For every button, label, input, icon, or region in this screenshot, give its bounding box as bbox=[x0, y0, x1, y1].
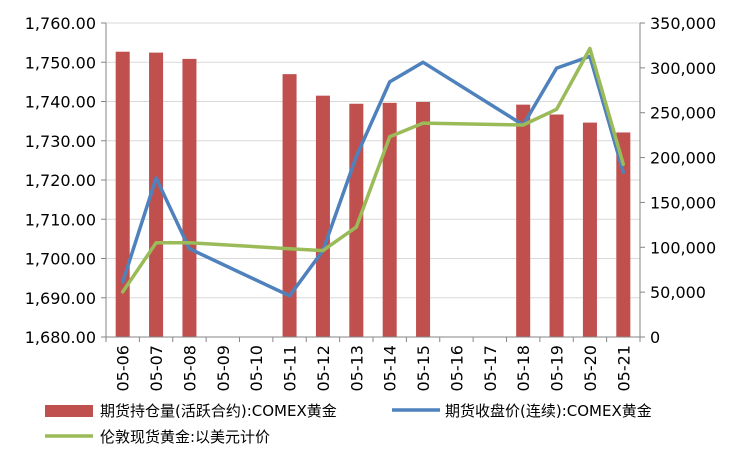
x-tick-label: 05-10 bbox=[247, 345, 266, 392]
x-tick-label: 05-17 bbox=[481, 345, 500, 392]
bar bbox=[516, 104, 531, 337]
y-left-tick-label: 1,750.00 bbox=[25, 53, 96, 72]
tick-labels: 1,680.00 1,690.00 1,700.00 1,710.00 1,720.00… bbox=[25, 14, 716, 392]
line-series bbox=[120, 46, 626, 298]
y-left-tick-label: 1,760.00 bbox=[25, 14, 96, 33]
x-tick-label: 05-06 bbox=[114, 345, 133, 392]
bar bbox=[382, 102, 397, 338]
bar bbox=[549, 114, 564, 337]
x-tick-label: 05-13 bbox=[347, 345, 366, 392]
x-tick-label: 05-12 bbox=[314, 345, 333, 392]
x-tick-label: 05-21 bbox=[614, 345, 633, 392]
x-tick-label: 05-15 bbox=[414, 345, 433, 392]
y-left-tick-label: 1,740.00 bbox=[25, 93, 96, 112]
y-right-tick-label: 300,000 bbox=[650, 59, 716, 78]
bar bbox=[315, 95, 330, 337]
y-left-tick-label: 1,690.00 bbox=[25, 289, 96, 308]
legend-label-london-spot: 伦敦现货黄金:以美元计价 bbox=[100, 428, 270, 446]
legend-label-comex-close: 期货收盘价(连续):COMEX黄金 bbox=[445, 402, 652, 420]
x-tick-label: 05-18 bbox=[514, 345, 533, 392]
bar bbox=[416, 101, 431, 337]
legend-swatch-open-interest bbox=[45, 405, 93, 417]
legend: 期货持仓量(活跃合约):COMEX黄金 期货收盘价(连续):COMEX黄金 伦敦… bbox=[45, 402, 652, 446]
axes bbox=[101, 22, 645, 342]
legend-label-open-interest: 期货持仓量(活跃合约):COMEX黄金 bbox=[100, 402, 337, 420]
bar-series bbox=[115, 51, 631, 338]
series-line bbox=[120, 54, 626, 298]
x-tick-label: 05-20 bbox=[581, 345, 600, 392]
bar bbox=[282, 74, 297, 337]
bar bbox=[115, 51, 130, 338]
series-line bbox=[120, 46, 626, 294]
bar bbox=[349, 103, 364, 337]
x-tick-label: 05-19 bbox=[548, 345, 567, 392]
x-tick-label: 05-16 bbox=[447, 345, 466, 392]
bar bbox=[582, 122, 597, 337]
y-left-tick-label: 1,680.00 bbox=[25, 328, 96, 347]
y-right-tick-label: 200,000 bbox=[650, 149, 716, 168]
y-left-tick-label: 1,710.00 bbox=[25, 210, 96, 229]
x-tick-label: 05-08 bbox=[180, 345, 199, 392]
x-tick-label: 05-09 bbox=[214, 345, 233, 392]
y-right-tick-label: 50,000 bbox=[650, 283, 706, 302]
x-tick-label: 05-07 bbox=[147, 345, 166, 392]
x-tick-label: 05-11 bbox=[281, 345, 300, 392]
y-right-tick-label: 0 bbox=[650, 328, 660, 347]
y-right-tick-label: 150,000 bbox=[650, 193, 716, 212]
x-tick-label: 05-14 bbox=[381, 345, 400, 392]
y-left-tick-label: 1,720.00 bbox=[25, 171, 96, 190]
bar bbox=[149, 52, 164, 337]
bar bbox=[182, 58, 197, 338]
y-left-tick-label: 1,700.00 bbox=[25, 250, 96, 269]
y-right-tick-label: 350,000 bbox=[650, 14, 716, 33]
bar bbox=[616, 132, 631, 337]
y-right-tick-label: 100,000 bbox=[650, 238, 716, 257]
y-right-tick-label: 250,000 bbox=[650, 104, 716, 123]
y-left-tick-label: 1,730.00 bbox=[25, 132, 96, 151]
